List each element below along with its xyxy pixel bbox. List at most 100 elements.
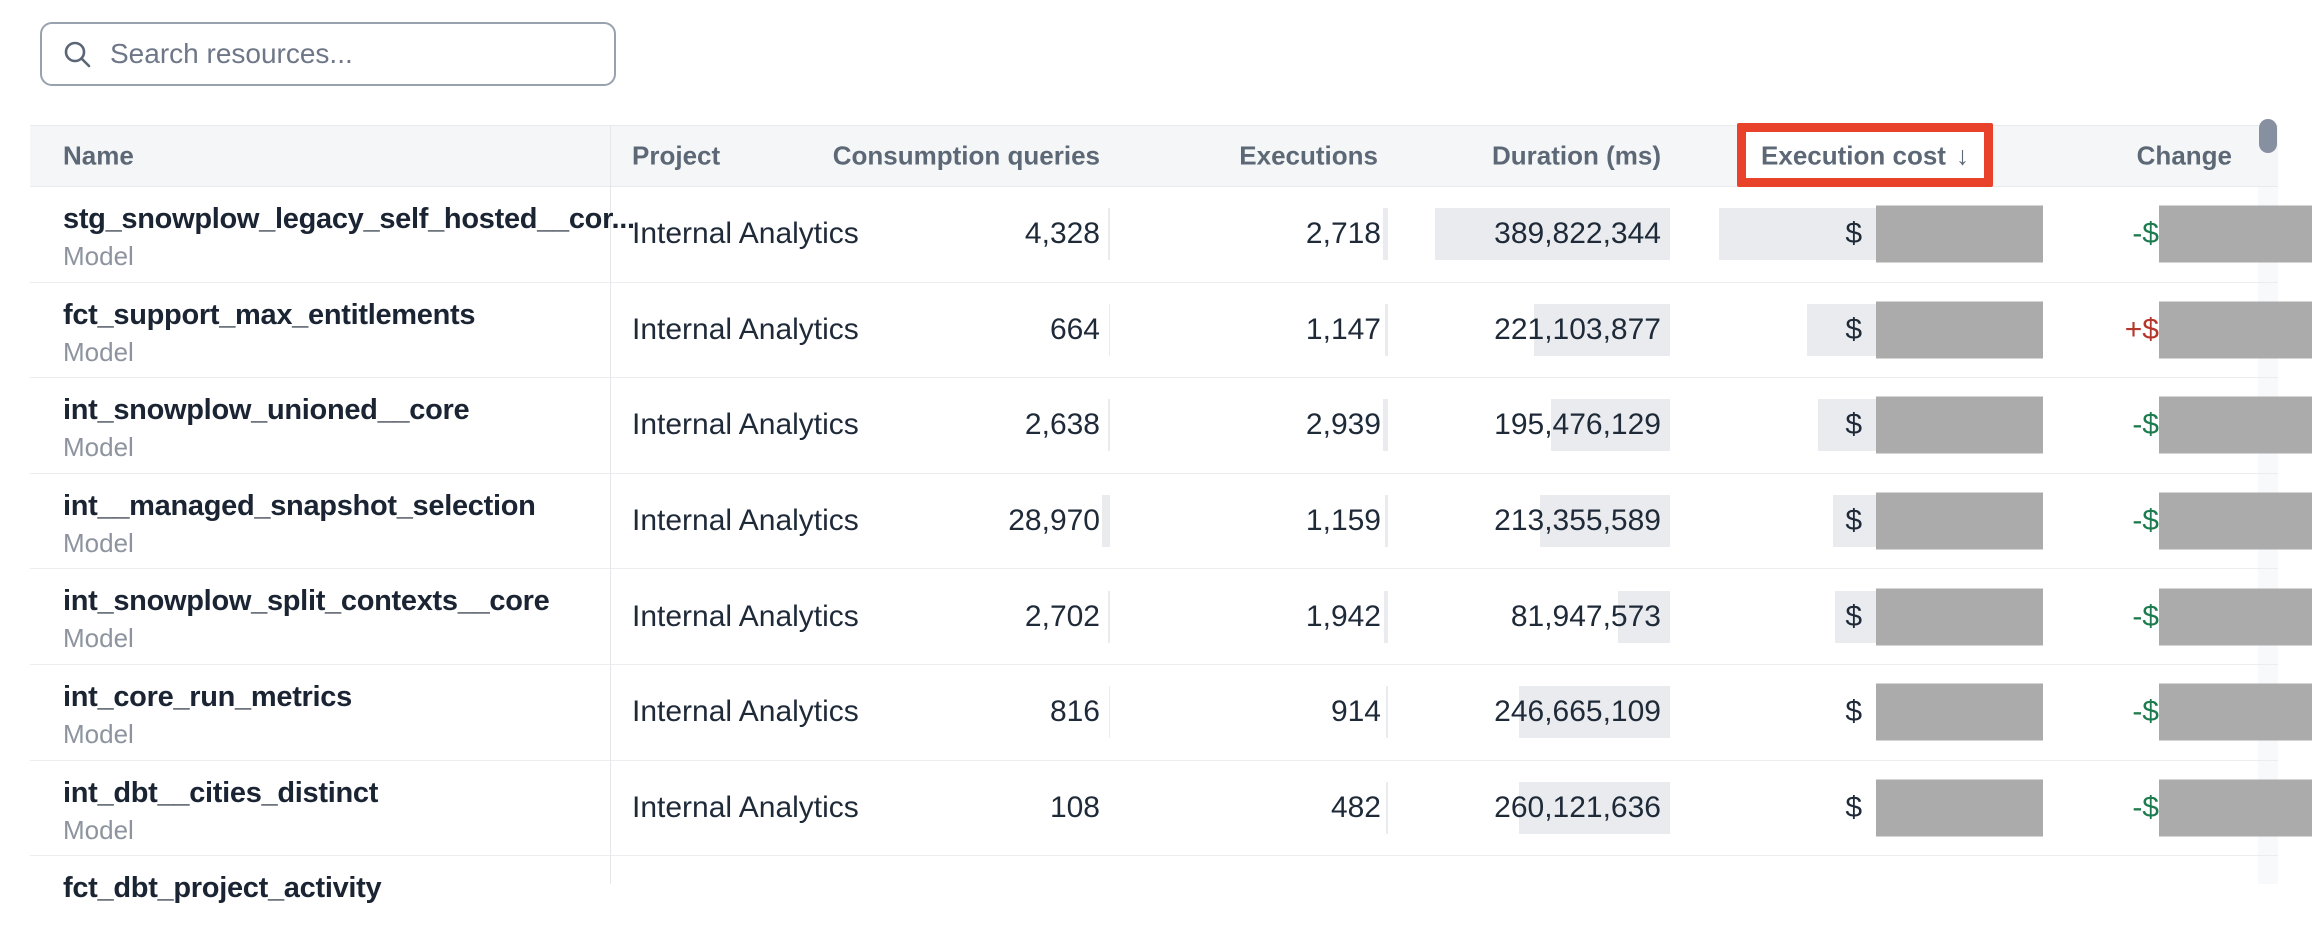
cost-currency: $: [1845, 408, 1862, 442]
duration-bar: [1551, 399, 1670, 452]
consumption-cell: 108: [1049, 790, 1100, 824]
column-divider: [610, 125, 611, 884]
duration-bar: [1534, 303, 1670, 356]
resource-type: Model: [63, 718, 134, 749]
resource-name[interactable]: fct_support_max_entitlements: [63, 298, 476, 331]
consumption-bar: [1108, 590, 1110, 643]
resource-name[interactable]: fct_dbt_project_activity: [63, 872, 382, 905]
duration-cell: 81,947,573: [1510, 599, 1661, 633]
executions-bar: [1384, 590, 1388, 643]
cost-currency: $: [1845, 504, 1862, 538]
consumption-cell: 2,638: [1024, 408, 1100, 442]
executions-cell: 482: [1330, 790, 1381, 824]
search-input[interactable]: [110, 38, 594, 70]
header-change[interactable]: Change: [2136, 140, 2232, 171]
change-redaction-block: [2159, 301, 2312, 359]
resource-type: Model: [63, 336, 134, 367]
header-executions[interactable]: Executions: [1239, 140, 1378, 171]
table-row[interactable]: stg_snowplow_legacy_self_hosted__cor... …: [30, 187, 2312, 283]
search-box[interactable]: [40, 22, 616, 86]
project-cell: Internal Analytics: [632, 599, 859, 633]
resources-table: Name Project Consumption queries Executi…: [30, 123, 2312, 952]
change-redaction-block: [2159, 779, 2312, 837]
table-row[interactable]: int_snowplow_split_contexts__core Model …: [30, 569, 2312, 665]
executions-cell: 1,147: [1305, 312, 1381, 346]
consumption-cell: 816: [1049, 695, 1100, 729]
executions-bar: [1386, 781, 1388, 834]
resource-type: Model: [63, 432, 134, 463]
executions-cell: 1,159: [1305, 504, 1381, 538]
project-cell: Internal Analytics: [632, 408, 859, 442]
change-redaction-block: [2159, 683, 2312, 741]
change-redaction-block: [2159, 492, 2312, 550]
consumption-bar: [1102, 495, 1110, 548]
table-row[interactable]: int_core_run_metrics Model Internal Anal…: [30, 665, 2312, 761]
scrollbar-thumb[interactable]: [2259, 119, 2277, 153]
duration-bar: [1519, 686, 1670, 739]
project-cell: Internal Analytics: [632, 312, 859, 346]
header-name[interactable]: Name: [63, 140, 134, 171]
resource-name[interactable]: int__managed_snapshot_selection: [63, 489, 536, 522]
table-row[interactable]: int_snowplow_unioned__core Model Interna…: [30, 378, 2312, 474]
executions-bar: [1383, 399, 1388, 452]
consumption-cell: 4,328: [1024, 217, 1100, 251]
cost-currency: $: [1845, 790, 1862, 824]
duration-cell: 195,476,129: [1494, 408, 1661, 442]
consumption-bar: [1108, 208, 1110, 261]
table-row[interactable]: fct_dbt_project_activity: [30, 856, 2278, 952]
cost-redaction-block: [1876, 779, 2043, 837]
duration-cell: 260,121,636: [1494, 790, 1661, 824]
cost-redaction-block: [1876, 683, 2043, 741]
header-duration[interactable]: Duration (ms): [1492, 140, 1661, 171]
cost-bar: [1833, 495, 1876, 548]
change-sign: +$: [2124, 312, 2159, 346]
consumption-bar: [1109, 303, 1110, 356]
change-sign: -$: [2132, 408, 2159, 442]
duration-cell: 213,355,589: [1494, 504, 1661, 538]
change-redaction-block: [2159, 396, 2312, 454]
execution-cost-highlight-box: [1737, 123, 1993, 187]
executions-bar: [1385, 495, 1388, 548]
cost-redaction-block: [1876, 492, 2043, 550]
cost-currency: $: [1845, 312, 1862, 346]
cost-currency: $: [1845, 217, 1862, 251]
resource-name[interactable]: int_dbt__cities_distinct: [63, 776, 379, 809]
resource-name[interactable]: int_snowplow_split_contexts__core: [63, 585, 550, 618]
duration-cell: 389,822,344: [1494, 217, 1661, 251]
search-icon: [64, 41, 91, 68]
change-sign: -$: [2132, 695, 2159, 729]
project-cell: Internal Analytics: [632, 790, 859, 824]
executions-cell: 914: [1330, 695, 1381, 729]
table-body: stg_snowplow_legacy_self_hosted__cor... …: [30, 187, 2312, 952]
duration-bar: [1540, 495, 1670, 548]
project-cell: Internal Analytics: [632, 504, 859, 538]
cost-redaction-block: [1876, 396, 2043, 454]
executions-bar: [1385, 303, 1388, 356]
resource-type: Model: [63, 814, 134, 845]
header-execution-cost[interactable]: Execution cost ↓: [1737, 141, 1993, 172]
resource-name[interactable]: stg_snowplow_legacy_self_hosted__cor...: [63, 203, 635, 235]
resource-name[interactable]: int_core_run_metrics: [63, 680, 352, 713]
executions-cell: 2,718: [1305, 217, 1381, 251]
resource-type: Model: [63, 623, 134, 654]
consumption-cell: 28,970: [1008, 504, 1100, 538]
table-row[interactable]: int__managed_snapshot_selection Model In…: [30, 474, 2312, 570]
project-cell: Internal Analytics: [632, 695, 859, 729]
cost-redaction-block: [1876, 205, 2043, 263]
cost-bar: [1818, 399, 1876, 452]
change-sign: -$: [2132, 790, 2159, 824]
duration-cell: 221,103,877: [1494, 312, 1661, 346]
cost-redaction-block: [1876, 301, 2043, 359]
cost-currency: $: [1845, 695, 1862, 729]
executions-bar: [1386, 686, 1388, 739]
executions-bar: [1383, 208, 1388, 261]
table-row[interactable]: fct_support_max_entitlements Model Inter…: [30, 283, 2312, 379]
table-row[interactable]: int_dbt__cities_distinct Model Internal …: [30, 761, 2312, 857]
change-redaction-block: [2159, 588, 2312, 646]
duration-cell: 246,665,109: [1494, 695, 1661, 729]
header-consumption-queries[interactable]: Consumption queries: [832, 140, 1100, 171]
resource-name[interactable]: int_snowplow_unioned__core: [63, 394, 470, 427]
table-header: Name Project Consumption queries Executi…: [30, 123, 2278, 187]
header-project[interactable]: Project: [632, 140, 721, 171]
change-redaction-block: [2159, 205, 2312, 263]
